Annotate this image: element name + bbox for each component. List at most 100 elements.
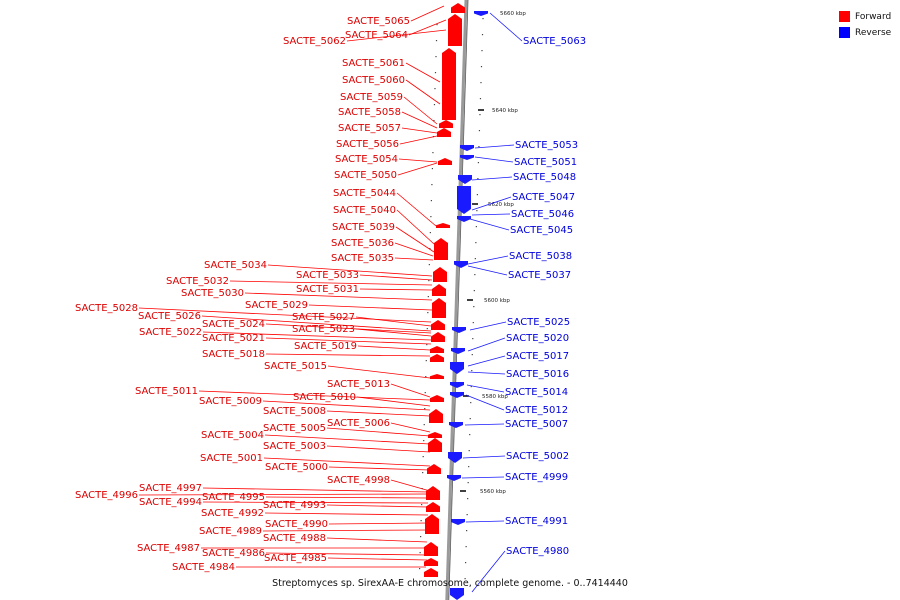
forward-gene-label: SACTE_5023 <box>292 324 355 335</box>
forward-gene-arrow <box>431 332 445 342</box>
forward-leader-line <box>262 529 429 532</box>
forward-leader-line <box>396 209 435 245</box>
reverse-leader-line <box>467 371 506 375</box>
minor-dot <box>472 338 474 340</box>
forward-leader-line <box>198 390 431 401</box>
forward-leader-line <box>138 307 432 323</box>
minor-dot <box>481 34 484 36</box>
reverse-gene-label: SACTE_5014 <box>505 387 568 398</box>
minor-dot <box>475 242 477 244</box>
forward-gene-arrow <box>428 432 442 438</box>
forward-gene-label: SACTE_4998 <box>327 475 390 486</box>
forward-gene-label: SACTE_5013 <box>327 379 390 390</box>
minor-dot <box>467 482 469 484</box>
forward-gene-label: SACTE_5056 <box>336 139 399 150</box>
legend-reverse-label: Reverse <box>855 27 892 38</box>
minor-dot <box>469 434 471 436</box>
minor-dot <box>465 546 467 548</box>
forward-leader-line <box>390 479 431 492</box>
reverse-leader-line <box>465 520 505 523</box>
reverse-leader-line <box>461 476 505 479</box>
forward-leader-line <box>326 537 428 543</box>
minor-dot <box>474 258 476 260</box>
minor-dot <box>480 82 482 84</box>
forward-leader-line <box>397 162 438 176</box>
minor-dot <box>476 194 478 196</box>
forward-gene-label: SACTE_4994 <box>139 497 202 508</box>
minor-dot <box>478 146 480 148</box>
minor-dot <box>474 274 476 276</box>
forward-gene-arrow <box>430 374 444 379</box>
tick-label: 5660 kbp <box>500 11 526 17</box>
minor-dot <box>434 72 437 74</box>
forward-gene-label: SACTE_4987 <box>137 543 200 554</box>
forward-gene-arrow <box>426 486 440 500</box>
minor-dot <box>436 24 438 26</box>
minor-dot <box>424 408 426 410</box>
minor-dot <box>470 386 472 388</box>
minor-dot <box>466 530 468 532</box>
reverse-gene-label: SACTE_5017 <box>506 351 569 362</box>
forward-leader-line <box>264 512 429 516</box>
forward-gene-label: SACTE_5003 <box>263 441 326 452</box>
minor-dot <box>472 322 474 324</box>
forward-leader-line <box>267 264 433 277</box>
forward-gene-label: SACTE_5034 <box>204 260 267 271</box>
minor-dot <box>473 290 475 292</box>
minor-dot <box>430 216 432 218</box>
forward-leader-line <box>327 557 428 561</box>
reverse-leader-line <box>462 455 506 459</box>
forward-gene-label: SACTE_5058 <box>338 107 401 118</box>
forward-gene-arrow <box>430 395 444 402</box>
minor-dot <box>426 344 428 346</box>
forward-gene-arrow <box>438 158 452 165</box>
reverse-leader-line <box>467 355 506 367</box>
forward-gene-label: SACTE_5010 <box>293 392 356 403</box>
forward-leader-line <box>405 79 441 105</box>
minor-dot <box>425 360 427 362</box>
forward-gene-arrow <box>432 298 446 318</box>
chromosome-axis-edge <box>448 0 469 600</box>
reverse-gene-label: SACTE_5053 <box>515 140 578 151</box>
reverse-leader-line <box>469 321 507 331</box>
forward-leader-line <box>394 242 434 257</box>
minor-dot <box>470 402 472 404</box>
reverse-gene-label: SACTE_5045 <box>510 225 573 236</box>
forward-gene-label: SACTE_5031 <box>296 284 359 295</box>
reverse-gene-label: SACTE_5037 <box>508 270 571 281</box>
minor-dot <box>428 280 430 282</box>
forward-leader-line <box>328 466 431 471</box>
forward-gene-label: SACTE_5032 <box>166 276 229 287</box>
reverse-gene-arrow <box>450 588 464 600</box>
forward-leader-line <box>265 323 432 334</box>
forward-gene-label: SACTE_5027 <box>292 312 355 323</box>
forward-gene-label: SACTE_5022 <box>139 327 202 338</box>
forward-gene-label: SACTE_5000 <box>265 462 328 473</box>
forward-leader-line <box>327 365 431 379</box>
minor-dot <box>468 450 470 452</box>
reverse-gene-arrow <box>454 261 468 268</box>
minor-dot <box>421 504 423 506</box>
forward-gene-label: SACTE_4993 <box>263 500 326 511</box>
reverse-gene-label: SACTE_5012 <box>505 405 568 416</box>
forward-leader-line <box>399 135 438 145</box>
minor-dot <box>422 472 424 474</box>
minor-dot <box>419 568 421 570</box>
minor-dot <box>481 50 483 52</box>
forward-gene-label: SACTE_5059 <box>340 92 403 103</box>
reverse-leader-line <box>471 176 513 181</box>
forward-leader-line <box>229 280 433 286</box>
forward-leader-line <box>395 226 435 253</box>
forward-leader-line <box>326 427 431 437</box>
minor-dot <box>425 376 427 378</box>
forward-gene-label: SACTE_5054 <box>335 154 398 165</box>
minor-dot <box>466 514 468 516</box>
reverse-gene-label: SACTE_5047 <box>512 192 575 203</box>
reverse-gene-arrow <box>451 348 465 354</box>
reverse-leader-line <box>465 394 505 411</box>
forward-gene-arrow <box>431 320 445 330</box>
minor-dot <box>433 104 436 106</box>
forward-gene-label: SACTE_5039 <box>332 222 395 233</box>
